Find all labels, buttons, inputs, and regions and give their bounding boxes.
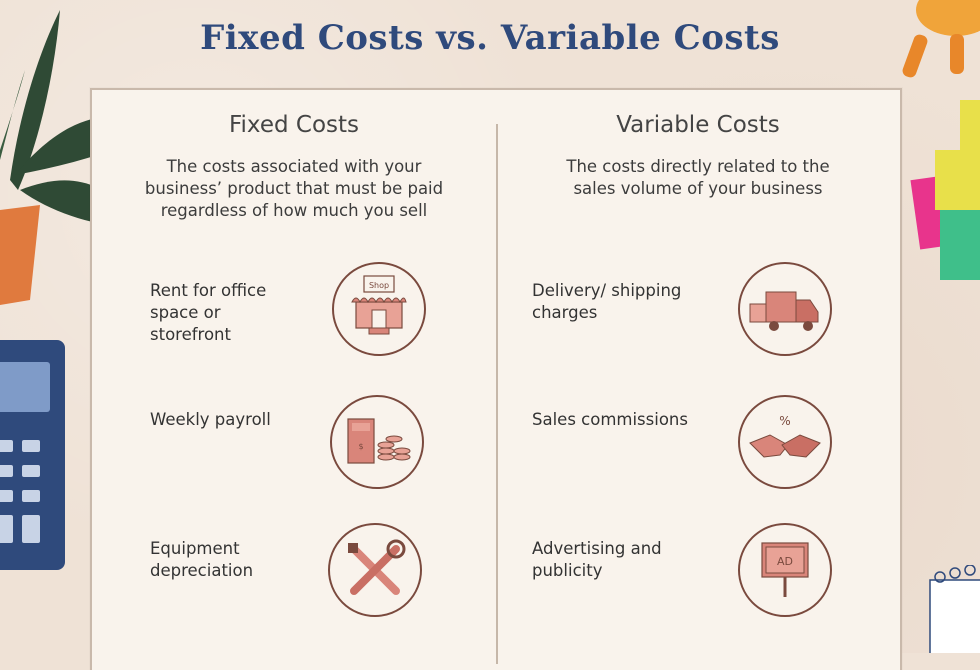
delivery-truck-icon — [738, 262, 832, 356]
orange-object-decoration — [902, 0, 980, 78]
variable-item-label: Delivery/ shipping charges — [532, 281, 682, 322]
variable-costs-heading: Variable Costs — [616, 112, 780, 138]
fixed-item-label: Rent for office space or storefront — [150, 281, 267, 344]
svg-text:$: $ — [358, 442, 363, 451]
notebook-decoration — [929, 565, 980, 653]
fixed-item-label: Weekly payroll — [150, 410, 271, 429]
sticky-notes-decoration — [910, 100, 980, 280]
variable-costs-description: The costs directly related to the sales … — [566, 157, 830, 198]
variable-costs-column: Variable Costs The costs directly relate… — [496, 90, 900, 670]
page-title: Fixed Costs vs. Variable Costs — [200, 18, 780, 58]
fixed-costs-column: Fixed Costs The costs associated with yo… — [92, 90, 496, 670]
money-coins-icon: $ — [330, 395, 424, 489]
variable-item-label: Sales commissions — [532, 410, 688, 429]
shop-sign-text: Shop — [369, 281, 389, 290]
column-divider — [496, 124, 498, 664]
handshake-icon: % — [738, 395, 832, 489]
calculator-decoration — [0, 340, 65, 570]
fixed-costs-heading: Fixed Costs — [228, 112, 360, 138]
percent-text: % — [779, 414, 790, 428]
variable-item-label: Advertising and publicity — [532, 539, 662, 580]
tools-icon — [328, 523, 422, 617]
fixed-item-label: Equipment depreciation — [150, 539, 254, 580]
storefront-icon: Shop — [332, 262, 426, 356]
fixed-costs-description: The costs associated with your business’… — [144, 157, 444, 220]
ad-sign-icon: AD — [738, 523, 832, 617]
comparison-panel: Fixed Costs The costs associated with yo… — [90, 88, 902, 670]
ad-text: AD — [777, 555, 793, 568]
